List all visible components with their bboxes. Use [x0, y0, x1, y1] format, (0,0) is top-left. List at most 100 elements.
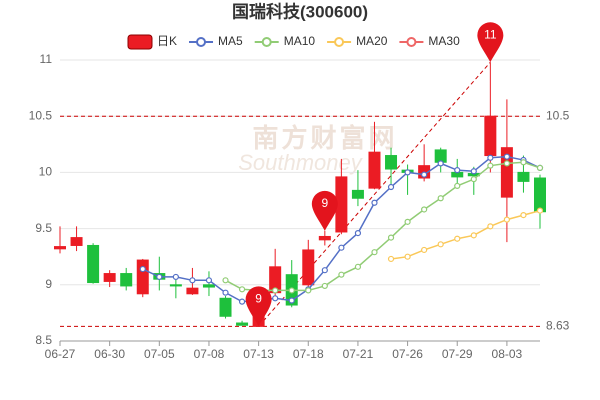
mark-line-label: 8.63 — [546, 319, 570, 333]
x-tick-label: 07-13 — [243, 347, 274, 361]
ma-point — [238, 286, 246, 293]
candle-body — [120, 273, 133, 287]
ma-point — [454, 167, 461, 174]
y-tick-label: 11 — [40, 52, 53, 66]
ma-point — [454, 235, 461, 242]
ma-point — [172, 273, 179, 281]
legend-icon — [261, 37, 272, 47]
candle-body — [169, 284, 182, 287]
candle-body — [517, 171, 530, 182]
ma-point — [338, 271, 345, 278]
ma-point — [288, 297, 295, 304]
ma-point — [354, 229, 362, 237]
ma-line — [390, 209, 541, 260]
ma-point — [222, 277, 229, 284]
candle-body — [54, 246, 66, 250]
x-tick-label: 07-21 — [343, 347, 374, 361]
pin-label: 9 — [255, 292, 262, 306]
candle-body — [534, 177, 546, 213]
x-tick-label: 06-30 — [94, 347, 125, 361]
watermark-subtitle: Southmoney — [238, 150, 364, 175]
legend-icon — [406, 37, 417, 47]
chart-title: 国瑞科技(300600) — [232, 1, 368, 21]
ma-point — [321, 267, 328, 274]
mark-line-label: 10.5 — [546, 108, 570, 122]
ma-point — [404, 218, 411, 225]
ma-point — [272, 287, 279, 294]
ma-point — [487, 223, 494, 230]
ma-point — [536, 207, 544, 214]
candle-body — [385, 155, 398, 170]
candle-body — [351, 189, 364, 199]
pin — [311, 190, 338, 231]
pin-label: 11 — [484, 27, 497, 41]
candle-body — [302, 249, 315, 286]
x-tick-label: 07-29 — [442, 347, 473, 361]
ma-point — [387, 234, 395, 241]
x-tick-label: 07-08 — [194, 347, 225, 361]
legend-label: MA20 — [356, 34, 388, 48]
pin — [245, 286, 272, 327]
x-tick-label: 07-05 — [144, 347, 175, 361]
ma-point — [222, 289, 229, 296]
x-tick-label: 07-18 — [293, 347, 324, 361]
x-tick-label: 06-27 — [45, 347, 76, 361]
ma-point — [470, 176, 477, 183]
candle-body — [136, 259, 149, 295]
candle-body — [202, 284, 215, 288]
x-tick-label: 08-03 — [492, 347, 523, 361]
candle-body — [500, 147, 513, 198]
ma-point — [487, 154, 494, 161]
ma-point — [371, 199, 378, 206]
ma-point — [503, 160, 510, 167]
ma-point — [371, 249, 378, 256]
ma-point — [421, 246, 428, 254]
pin — [477, 22, 504, 63]
legend-icon — [127, 34, 153, 50]
y-tick-label: 10.5 — [29, 108, 53, 122]
y-tick-label: 9.5 — [35, 221, 52, 235]
ma-point — [354, 263, 362, 270]
candle-body — [236, 322, 249, 326]
ma-point — [437, 195, 444, 202]
ma-point — [288, 287, 295, 294]
ma-point — [305, 287, 312, 294]
ma-point — [437, 160, 444, 167]
ma-point — [421, 171, 428, 178]
ma-point — [437, 241, 444, 248]
ma-point — [503, 216, 510, 223]
y-tick-label: 10 — [39, 165, 53, 179]
legend-label: MA30 — [428, 34, 460, 48]
legend-label: 日K — [157, 34, 177, 48]
candle-body — [103, 273, 116, 282]
y-tick-label: 8.5 — [35, 333, 52, 347]
y-tick-label: 9 — [45, 277, 52, 291]
ma-point — [272, 295, 279, 302]
candle-body — [368, 151, 381, 189]
ma-point — [387, 183, 395, 191]
legend-label: MA5 — [218, 34, 243, 48]
ma-point — [387, 255, 395, 263]
ma-point — [520, 159, 527, 166]
ma-point — [139, 265, 146, 273]
legend-label: MA10 — [284, 34, 316, 48]
ma-point — [520, 212, 527, 219]
candle-body — [318, 235, 331, 241]
ma-point — [404, 169, 411, 176]
candle-body — [219, 297, 232, 317]
ma-point — [421, 206, 428, 213]
ma-point — [404, 253, 411, 260]
candle-body — [484, 115, 497, 157]
candle-body — [186, 287, 199, 295]
ma-point — [470, 168, 477, 175]
legend-icon — [334, 37, 345, 47]
ma-point — [470, 232, 477, 239]
candle-body — [87, 244, 100, 284]
ma-point — [454, 182, 461, 189]
legend-icon — [196, 37, 207, 47]
ma-point — [338, 244, 345, 251]
ma-point — [156, 273, 163, 281]
ma-point — [189, 277, 196, 284]
ma-point — [238, 298, 246, 305]
